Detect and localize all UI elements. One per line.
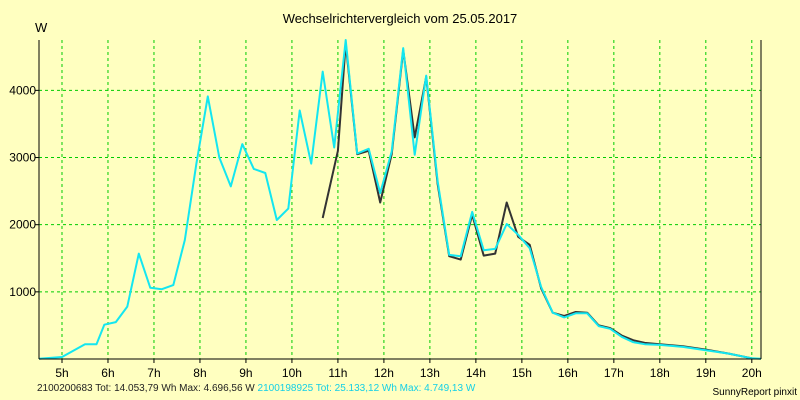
y-tick-label-2: 3000 — [9, 151, 36, 165]
y-axis-unit-label: W — [35, 20, 48, 35]
legend-series-2100200683: 2100200683 Tot: 14.053,79 Wh Max: 4.696,… — [37, 383, 255, 394]
x-tick-label-11: 16h — [558, 366, 578, 380]
series-line-2100198925 — [38, 39, 762, 360]
x-tick-label-4: 9h — [239, 366, 252, 380]
y-tick-labels: 1000 2000 3000 4000 — [9, 83, 36, 298]
x-tick-label-8: 13h — [420, 366, 440, 380]
axes — [35, 40, 762, 363]
x-tick-label-14: 19h — [696, 366, 716, 380]
x-tick-label-1: 6h — [101, 366, 114, 380]
x-tick-label-6: 11h — [328, 366, 347, 380]
x-tick-label-10: 15h — [512, 366, 532, 380]
chart-title: Wechselrichtervergleich vom 25.05.2017 — [283, 11, 518, 26]
y-tick-label-1: 2000 — [9, 218, 36, 232]
x-tick-label-9: 14h — [466, 366, 486, 380]
grid — [39, 40, 761, 359]
x-tick-label-0: 5h — [55, 366, 68, 380]
footer-legend: 2100200683 Tot: 14.053,79 Wh Max: 4.696,… — [37, 383, 475, 395]
x-tick-label-12: 17h — [604, 366, 624, 380]
x-tick-labels: 5h 6h 7h 8h 9h 10h 11h 12h 13h 14h 15h 16h 17h 18h 19h… — [55, 366, 762, 380]
legend-series-2100198925: 2100198925 Tot: 25.133,12 Wh Max: 4.749,… — [257, 383, 476, 394]
series-line-2100200683 — [321, 42, 753, 360]
y-tick-label-3: 4000 — [9, 83, 36, 97]
footer-credit: SunnyReport pinxit — [712, 387, 798, 398]
x-tick-label-15: 20h — [742, 366, 762, 380]
x-tick-label-3: 8h — [193, 366, 206, 380]
x-tick-label-5: 10h — [282, 366, 302, 380]
x-tick-label-13: 18h — [650, 366, 670, 380]
x-tick-label-2: 7h — [147, 366, 160, 380]
x-tick-label-7: 12h — [374, 366, 394, 380]
series-group — [38, 39, 762, 360]
y-tick-label-0: 1000 — [9, 285, 36, 299]
